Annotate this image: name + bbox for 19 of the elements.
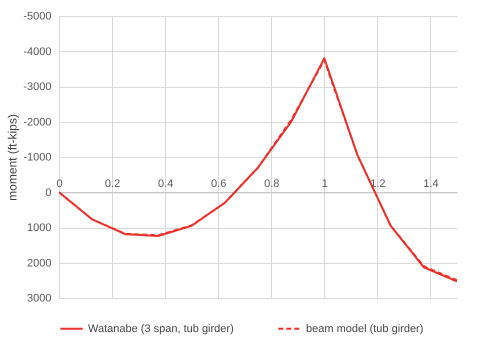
x-tick-label: 1 [322, 178, 328, 190]
x-tick-label: 0.8 [264, 178, 280, 190]
legend-label: beam model (tub girder) [306, 322, 424, 335]
y-tick-label: -2000 [23, 116, 52, 128]
y-tick-label: 0 [45, 186, 52, 199]
y-tick-label: -1000 [23, 152, 52, 164]
y-tick-label: -4000 [23, 46, 52, 58]
y-axis-title: moment (ft-kips) [5, 114, 20, 201]
x-tick-label: 0.4 [158, 178, 174, 190]
x-tick-label: 0.2 [104, 178, 120, 190]
x-tick-label: 1.4 [423, 178, 439, 190]
y-tick-label: 1000 [27, 222, 52, 234]
y-tick-label: -3000 [23, 81, 52, 93]
y-tick-label: 3000 [27, 292, 52, 304]
x-tick-label: 0.6 [211, 178, 226, 190]
legend-label: Watanabe (3 span, tub girder) [88, 322, 234, 335]
y-tick-label: 2000 [27, 257, 52, 270]
y-tick-label: -5000 [23, 10, 52, 22]
x-tick-label: 0 [56, 178, 63, 190]
